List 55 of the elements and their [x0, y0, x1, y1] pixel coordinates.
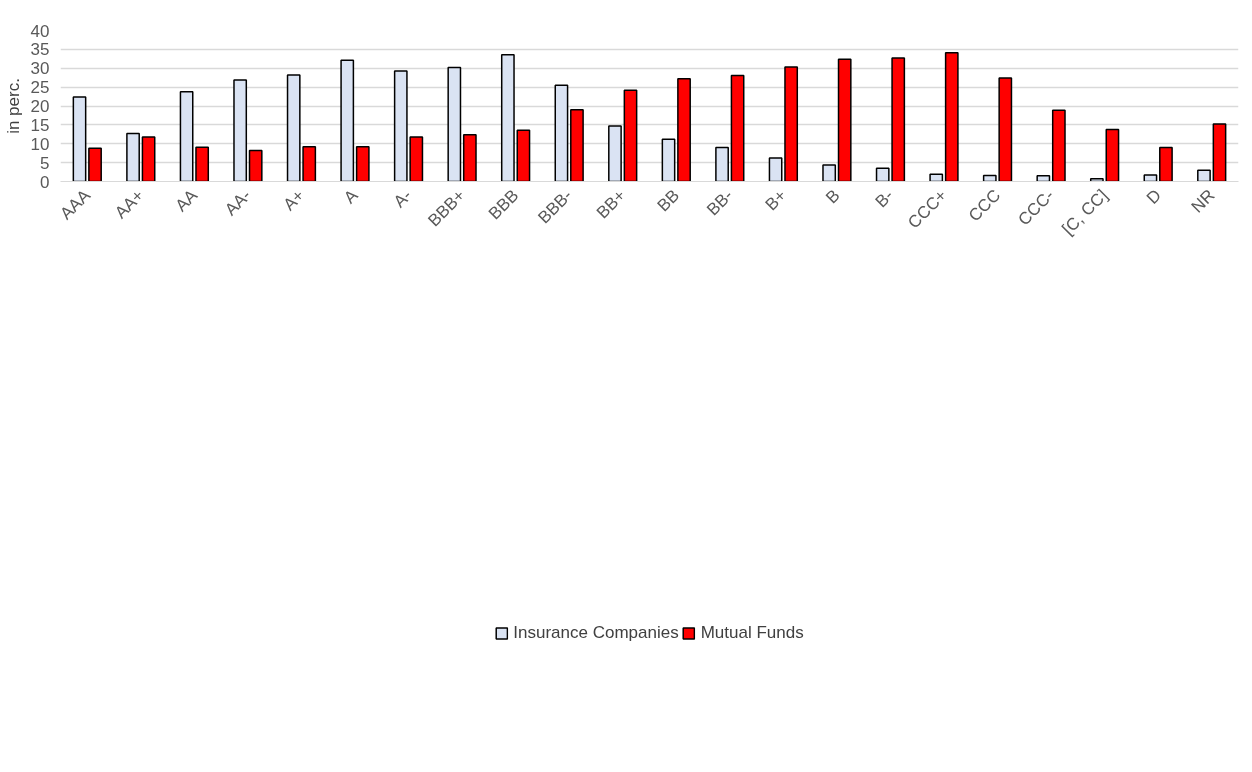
bar: [554, 84, 569, 182]
bar: [1159, 146, 1173, 182]
bar: [623, 89, 638, 182]
bar: [1197, 169, 1211, 182]
bar: [661, 138, 676, 182]
bar: [715, 146, 729, 182]
y-tick-label: 10: [30, 134, 50, 154]
bar: [447, 66, 462, 182]
x-tick-label: [C, CC]: [1058, 185, 1112, 239]
y-axis-title: in perc.: [3, 78, 23, 134]
bar: [72, 96, 87, 182]
x-tick-label: BB+: [592, 185, 630, 223]
bar: [126, 132, 140, 182]
x-tick-label: NR: [1187, 185, 1219, 217]
x-tick-label: BB: [653, 185, 683, 216]
bar: [355, 146, 370, 182]
bar: [822, 164, 837, 182]
bar: [233, 79, 248, 182]
y-tick-label: 40: [30, 21, 50, 41]
legend-label: Mutual Funds: [700, 623, 804, 643]
x-tick-label: BB-: [703, 185, 737, 220]
bar: [570, 109, 584, 182]
x-tick-label: A: [340, 185, 363, 208]
x-tick-label: B+: [761, 185, 791, 215]
bar: [677, 78, 691, 182]
x-tick-label: A-: [389, 185, 416, 212]
y-tick-label: 15: [30, 115, 50, 135]
y-tick-label: 35: [30, 40, 50, 60]
bar: [248, 149, 263, 182]
y-tick-label: 20: [30, 97, 50, 116]
y-tick-label: 0: [40, 172, 50, 192]
bar: [141, 136, 156, 182]
y-tick-label: 5: [40, 153, 50, 173]
bar: [1036, 175, 1051, 182]
legend-label: Insurance Companies: [513, 623, 679, 643]
bar: [944, 52, 959, 182]
y-tick-label: 25: [30, 78, 50, 98]
bar: [340, 59, 355, 182]
bar: [837, 58, 852, 182]
x-tick-label: B: [822, 185, 844, 208]
y-tick-label: 30: [30, 59, 50, 79]
bar: [462, 133, 477, 182]
bar: [608, 125, 622, 182]
bar: [1143, 174, 1158, 182]
bar: [88, 147, 102, 182]
bar: [1212, 123, 1227, 182]
bar: [1051, 109, 1066, 182]
x-tick-label: AA+: [111, 185, 148, 223]
bar: [730, 74, 745, 182]
x-tick-label: B-: [871, 185, 898, 212]
x-tick-label: D: [1142, 185, 1165, 208]
x-tick-label: AA-: [221, 185, 255, 220]
bar: [929, 173, 944, 182]
x-tick-label: A+: [279, 185, 309, 215]
x-tick-label: AA: [171, 185, 202, 216]
